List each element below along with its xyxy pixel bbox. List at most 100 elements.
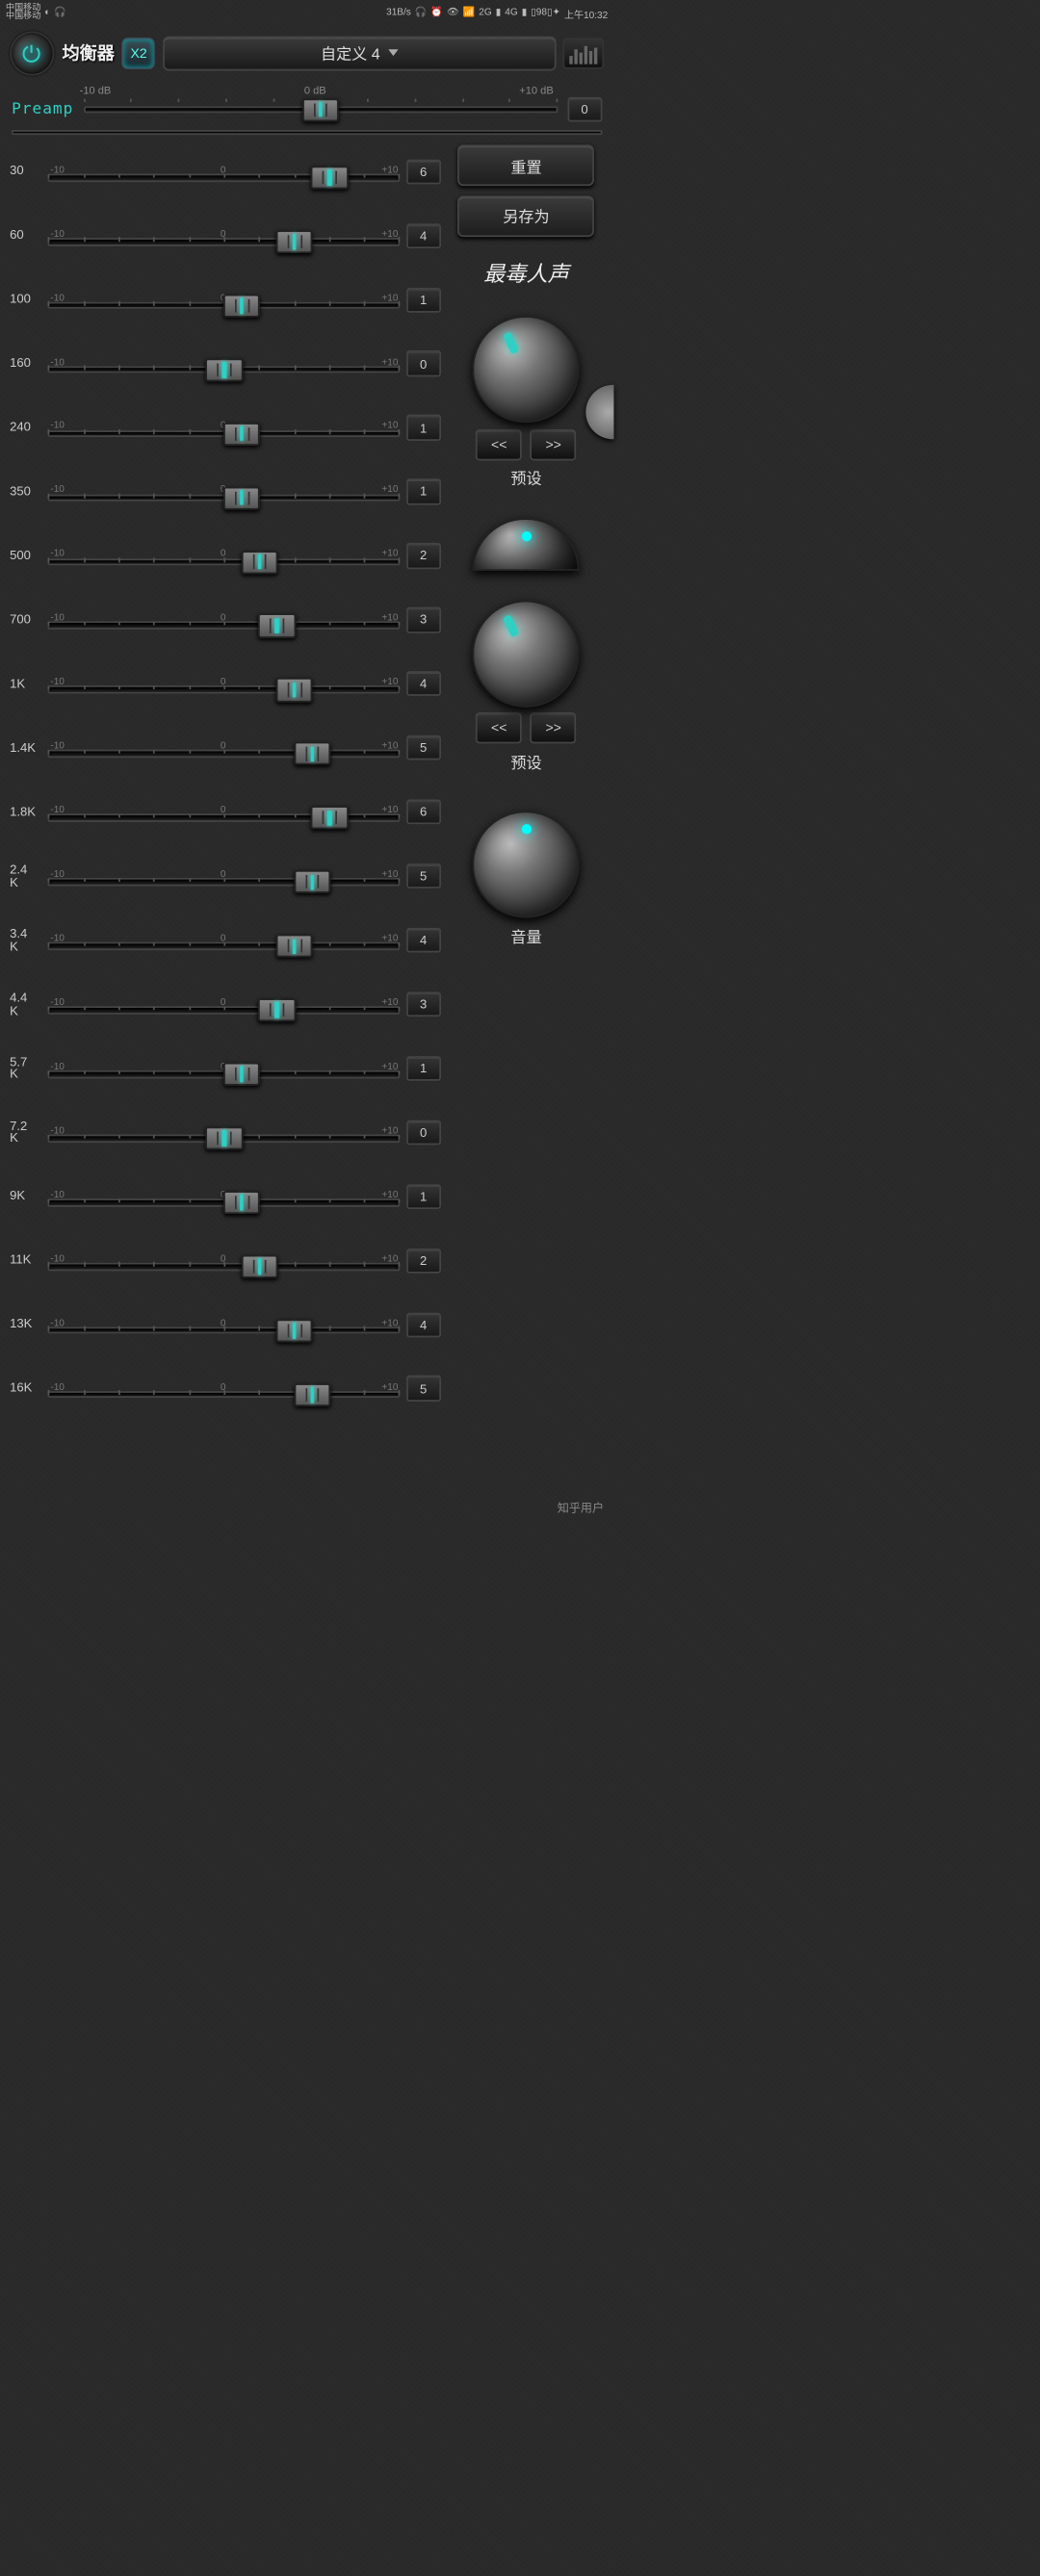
- preamp-scale-low: -10 dB: [80, 86, 112, 97]
- band-freq-label: 4.4K: [10, 992, 42, 1017]
- band-value: 3: [405, 992, 440, 1017]
- eye-icon: 👁: [447, 9, 459, 18]
- volume-dial[interactable]: [473, 811, 580, 918]
- band-thumb[interactable]: [223, 1191, 260, 1214]
- band-value: 5: [405, 863, 440, 889]
- watermark: 知乎用户: [558, 1500, 604, 1516]
- battery-level: ▯98▯✦: [531, 9, 560, 18]
- tone-dial[interactable]: [473, 518, 580, 571]
- eq-band-row: 13K-100+104: [10, 1293, 441, 1357]
- band-value: 6: [405, 159, 440, 184]
- band-thumb[interactable]: [223, 486, 260, 509]
- app-icon: ◐: [44, 9, 50, 18]
- eq-band-row: 7.2K-100+100: [10, 1100, 441, 1165]
- band-value: 5: [405, 735, 440, 760]
- band-value: 5: [405, 1376, 440, 1401]
- preset-knob-1: << >> 预设: [473, 317, 580, 489]
- eq-band-row: 500-100+102: [10, 524, 441, 588]
- band-thumb[interactable]: [311, 166, 348, 189]
- eq-band-row: 1.8K-100+106: [10, 780, 441, 844]
- band-value: 3: [405, 607, 440, 632]
- band-value: 1: [405, 287, 440, 312]
- preset-next-button[interactable]: >>: [531, 428, 577, 459]
- preset-knob-2-label: 预设: [510, 750, 541, 773]
- eq-band-row: 1.4K-100+105: [10, 716, 441, 781]
- band-thumb[interactable]: [259, 998, 296, 1021]
- eq-band-row: 9K-100+101: [10, 1165, 441, 1229]
- band-freq-label: 3.4K: [10, 928, 42, 953]
- preamp-label: Preamp: [12, 100, 73, 118]
- preamp-scale-mid: 0 dB: [304, 86, 326, 97]
- preset2-next-button[interactable]: >>: [531, 712, 577, 743]
- band-value: 1: [405, 415, 440, 440]
- band-freq-label: 13K: [10, 1318, 42, 1330]
- band-thumb[interactable]: [311, 807, 348, 830]
- band-thumb[interactable]: [241, 551, 277, 574]
- wifi-icon: 📶: [463, 9, 476, 18]
- eq-band-row: 350-100+101: [10, 460, 441, 525]
- band-thumb[interactable]: [276, 935, 313, 958]
- band-value: 2: [405, 543, 440, 568]
- band-value: 0: [405, 1120, 440, 1145]
- band-thumb[interactable]: [206, 358, 243, 381]
- band-value: 6: [405, 800, 440, 825]
- preset-prev-button[interactable]: <<: [476, 428, 522, 459]
- band-value: 2: [405, 1248, 440, 1273]
- band-thumb[interactable]: [276, 679, 313, 702]
- status-bar: 中国移动 中国移动 ◐ 🎧 31B/s 🎧 ⏰ 👁 📶 2G ▮ 4G ▮ ▯9…: [0, 0, 613, 27]
- eq-band-row: 30-100+106: [10, 140, 441, 204]
- band-thumb[interactable]: [294, 742, 330, 765]
- preset2-prev-button[interactable]: <<: [476, 712, 522, 743]
- save-as-button[interactable]: 另存为: [458, 195, 594, 236]
- band-thumb[interactable]: [206, 1126, 243, 1149]
- band-thumb[interactable]: [223, 294, 260, 317]
- band-value: 4: [405, 671, 440, 696]
- preamp-value: 0: [567, 97, 602, 122]
- volume-label: 音量: [510, 924, 541, 947]
- band-freq-label: 100: [10, 294, 42, 306]
- band-freq-label: 5.7K: [10, 1056, 42, 1081]
- preset-dial-2[interactable]: [473, 601, 580, 708]
- headset-icon: 🎧: [54, 9, 66, 18]
- side-panel: 重置 另存为 最毒人声 << >> 预设 << >> 预设 音量: [449, 140, 604, 1421]
- app-title: 均衡器: [62, 41, 114, 66]
- power-toggle-button[interactable]: [10, 31, 54, 75]
- eq-band-row: 700-100+103: [10, 588, 441, 653]
- band-freq-label: 60: [10, 229, 42, 242]
- band-thumb[interactable]: [276, 230, 313, 253]
- band-thumb[interactable]: [294, 1383, 330, 1406]
- band-freq-label: 16K: [10, 1382, 42, 1395]
- reset-button[interactable]: 重置: [458, 145, 594, 186]
- preset-dropdown[interactable]: 自定义 4: [163, 36, 555, 70]
- eq-band-row: 16K-100+105: [10, 1356, 441, 1421]
- band-thumb[interactable]: [223, 422, 260, 445]
- chevron-down-icon: [388, 50, 398, 57]
- preset-dial[interactable]: [473, 317, 580, 424]
- preamp-thumb[interactable]: [301, 98, 338, 121]
- preamp-slider[interactable]: [83, 103, 557, 116]
- eq-band-row: 4.4K-100+103: [10, 972, 441, 1037]
- preamp-scale-high: +10 dB: [519, 86, 553, 97]
- multiplier-badge[interactable]: X2: [122, 38, 155, 68]
- band-value: 4: [405, 928, 440, 953]
- preset-knob-label: 预设: [510, 466, 541, 489]
- signal-4g: 4G: [505, 9, 517, 18]
- volume-knob: 音量: [473, 811, 580, 947]
- eq-bands: 30-100+10660-100+104100-100+101160-100+1…: [10, 140, 441, 1421]
- band-value: 1: [405, 1056, 440, 1081]
- clock: 上午10:32: [564, 6, 608, 20]
- band-thumb[interactable]: [259, 614, 296, 637]
- band-thumb[interactable]: [294, 870, 330, 893]
- spectrum-button[interactable]: [563, 38, 604, 68]
- band-freq-label: 11K: [10, 1254, 42, 1267]
- band-thumb[interactable]: [223, 1063, 260, 1086]
- band-thumb[interactable]: [241, 1254, 277, 1277]
- eq-band-row: 2.4K-100+105: [10, 844, 441, 909]
- band-freq-label: 160: [10, 357, 42, 370]
- band-value: 4: [405, 223, 440, 248]
- signal-2g: 2G: [479, 9, 491, 18]
- band-thumb[interactable]: [276, 1319, 313, 1342]
- eq-band-row: 3.4K-100+104: [10, 908, 441, 972]
- band-freq-label: 500: [10, 550, 42, 562]
- preset-tagline: 最毒人声: [483, 256, 569, 287]
